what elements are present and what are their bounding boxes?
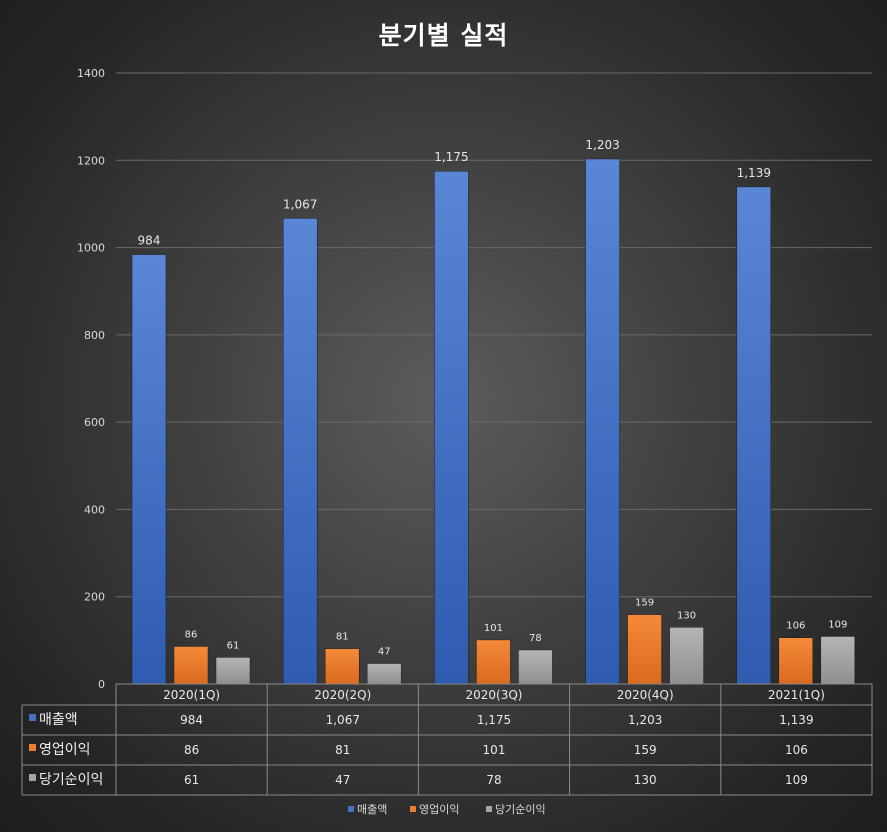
table-cell: 101: [483, 743, 506, 757]
bar-0-1: [282, 218, 318, 685]
data-label: 78: [529, 633, 542, 644]
y-tick-label: 200: [84, 591, 105, 604]
data-label: 1,203: [585, 138, 619, 152]
bar-0-2: [434, 170, 469, 685]
y-tick-label: 0: [98, 678, 105, 691]
legend-swatch: [410, 806, 416, 812]
bar-2-3: [669, 627, 704, 685]
data-label: 47: [378, 646, 391, 657]
data-label: 984: [138, 234, 161, 248]
data-table: 2020(1Q) 2020(2Q) 2020(3Q) 2020(4Q) 2021(1Q)…: [21, 683, 873, 796]
y-tick-label: 1000: [77, 242, 105, 255]
y-tick-label: 800: [84, 329, 105, 342]
x-tick-label: 2020(2Q): [314, 688, 371, 702]
legend-swatch: [348, 806, 354, 812]
bar-1-2: [476, 639, 511, 685]
data-label: 81: [336, 632, 349, 643]
legend-key-icon: [29, 714, 36, 721]
legend-entry: 당기순이익: [495, 803, 546, 816]
bar-0-3: [585, 158, 620, 685]
x-tick-label: 2020(1Q): [163, 688, 220, 702]
y-tick-label: 1200: [77, 154, 105, 167]
bars: [131, 158, 856, 685]
data-label: 1,067: [283, 197, 317, 211]
data-label: 101: [484, 623, 503, 634]
table-cell: 130: [634, 773, 657, 787]
data-label: 1,139: [737, 166, 771, 180]
table-cell: 81: [335, 743, 350, 757]
bar-1-1: [324, 648, 360, 685]
table-cell: 1,139: [779, 713, 813, 727]
data-label: 130: [677, 610, 696, 621]
x-tick-label: 2020(3Q): [466, 688, 523, 702]
y-tick-label: 400: [84, 503, 105, 516]
data-label: 1,175: [434, 150, 468, 164]
legend-key-icon: [29, 744, 36, 751]
bar-2-0: [215, 657, 251, 685]
chart-title: 분기별 실적: [378, 21, 509, 50]
x-tick-label: 2020(4Q): [617, 688, 674, 702]
y-tick-label: 600: [84, 416, 105, 429]
y-axis-ticks: 0 200 400 600 800 1000 1200 1400: [77, 67, 105, 691]
legend-entry: 매출액: [357, 803, 387, 816]
bar-2-1: [366, 663, 402, 685]
legend-entry: 영업이익: [419, 803, 459, 816]
bar-1-0: [173, 646, 209, 685]
legend-swatch: [486, 806, 492, 812]
table-cell: 109: [785, 773, 808, 787]
data-label: 159: [635, 598, 654, 609]
data-labels: 984 86 61 1,067 81 47 1,175 101 78 1,203 159 130 1,1…: [138, 138, 848, 658]
data-label: 86: [185, 629, 198, 640]
bar-2-2: [518, 649, 553, 685]
bar-1-4: [778, 637, 814, 685]
y-tick-label: 1400: [77, 67, 105, 80]
bar-0-0: [131, 254, 167, 685]
bar-2-4: [820, 636, 856, 685]
table-row-label: 영업이익: [39, 742, 91, 758]
table-cell: 984: [180, 713, 203, 727]
table-cell: 1,067: [326, 713, 360, 727]
data-label: 106: [786, 621, 805, 632]
table-cell: 1,203: [628, 713, 662, 727]
data-label: 61: [227, 640, 240, 651]
x-tick-label: 2021(1Q): [768, 688, 825, 702]
table-cell: 106: [785, 743, 808, 757]
table-cell: 61: [184, 773, 199, 787]
table-cell: 78: [486, 773, 501, 787]
data-label: 109: [828, 619, 847, 630]
bar-1-3: [627, 614, 662, 685]
table-cell: 159: [634, 743, 657, 757]
table-row-label: 당기순이익: [39, 772, 103, 788]
table-cell: 47: [335, 773, 350, 787]
table-row-label: 매출액: [39, 712, 78, 728]
legend: 매출액 영업이익 당기순이익: [348, 803, 546, 816]
legend-key-icon: [29, 774, 36, 781]
table-cell: 86: [184, 743, 199, 757]
table-cell: 1,175: [477, 713, 511, 727]
bar-0-4: [736, 186, 772, 685]
